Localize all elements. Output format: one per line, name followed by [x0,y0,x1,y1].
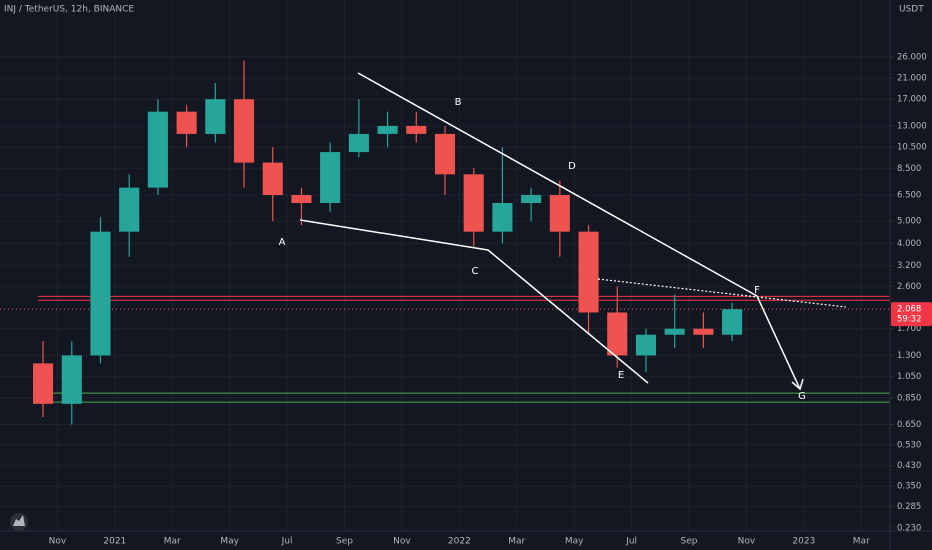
candle-body [377,125,398,134]
y-tick-label: 1.300 [897,351,921,361]
candle-body [492,203,513,232]
x-tick-label: Jul [625,537,637,547]
candle-body [463,174,484,232]
candle-body [635,334,657,356]
annotation-label: F [754,285,760,296]
y-tick-label: 26.000 [897,52,927,62]
y-tick-label: 0.430 [897,461,921,471]
candle-body [147,111,168,188]
annotation-label: D [568,161,576,172]
candles [33,60,743,425]
axes: 26.000 21.000 17.000 13.000 10.500 8.500 6.500… [49,52,932,547]
y-tick-label: 21.000 [897,74,927,84]
arrow-line [756,295,801,390]
x-tick-label: 2023 [792,537,815,547]
x-tick-label: Sep [681,537,698,547]
annotation-label: G [798,391,806,402]
candle-body [61,355,82,404]
y-tick-label: 2.600 [897,282,921,292]
candle-body [176,111,197,134]
logo-icon [13,515,25,526]
candle-body [722,309,743,335]
y-tick-label: 0.285 [897,502,921,512]
y-tick-label: 1.700 [897,324,921,334]
y-tick-label: 0.850 [897,393,921,403]
candle-body [348,133,369,153]
candle-body [205,99,226,134]
y-tick-label: 5.000 [897,217,921,227]
trend-line [299,219,489,251]
annotation-label: E [618,370,624,381]
candle-body [33,363,54,404]
y-tick-label: 0.230 [897,524,921,534]
x-tick-label: Mar [508,537,525,547]
x-tick-label: May [220,537,239,547]
x-tick-label: Mar [164,537,181,547]
candle-body [320,152,341,204]
x-tick-label: Nov [49,537,67,547]
y-tick-label: 6.500 [897,191,921,201]
x-tick-label: 2022 [448,537,471,547]
candle-body [291,195,312,204]
y-tick-label: 13.000 [897,121,927,131]
candle-body [693,328,714,335]
y-tick-label: 8.500 [897,164,921,174]
candle-body [549,195,570,232]
arrow-head [791,378,804,391]
trend-line [487,249,649,384]
candle-body [521,195,542,204]
x-tick-label: Nov [393,537,411,547]
y-tick-label: 4.000 [897,239,921,249]
trend-line [357,72,758,297]
candle-body [434,133,456,175]
candle-body [406,125,427,134]
x-tick-label: May [565,537,584,547]
annotation-label: C [472,266,479,277]
x-tick-label: 2021 [103,537,126,547]
candle-body [578,231,599,313]
zones [0,295,890,403]
x-tick-label: Mar [853,537,870,547]
y-tick-label: 10.500 [897,143,927,153]
y-tick-label: 17.000 [897,95,927,105]
candle-body [262,162,283,196]
candle-body [233,99,255,163]
y-tick-label: 0.650 [897,420,921,430]
x-tick-label: Nov [738,537,756,547]
dotted-line [597,278,847,308]
y-tick-label: 0.350 [897,482,921,492]
x-tick-label: Jul [281,537,293,547]
candle-body [90,231,111,356]
countdown: 59:32 [897,315,922,325]
x-tick-label: Sep [336,537,353,547]
annotation-label: B [455,97,462,108]
annotation-label: A [279,237,286,248]
logo [10,513,28,531]
price-badge [891,302,932,327]
y-tick-label: 1.050 [897,372,921,382]
candle-body [119,187,140,232]
y-tick-label: 3.200 [897,261,921,271]
candle-body [664,328,685,335]
chart-title: INJ / TetherUS, 12h, BINANCE [4,5,134,15]
candle-body [607,312,628,356]
y-unit: USDT [899,5,924,15]
price-label: 2.068 [897,305,921,315]
drawings: A B C D E F G [279,72,847,402]
y-tick-label: 0.530 [897,440,921,450]
